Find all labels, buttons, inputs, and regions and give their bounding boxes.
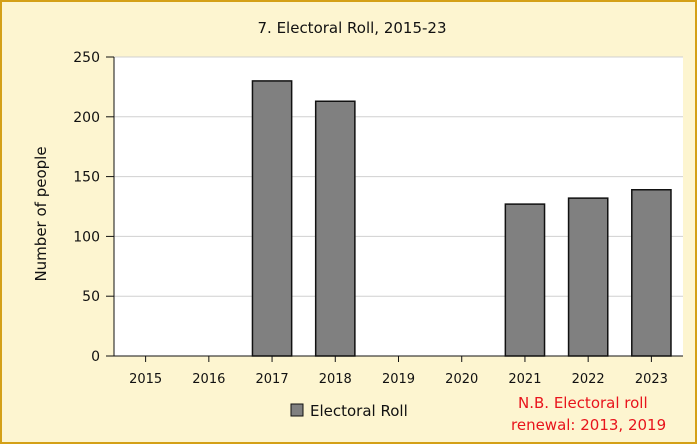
x-tick-label: 2023 [635, 372, 668, 387]
annotation-line-1: N.B. Electoral roll [518, 394, 648, 412]
y-tick-label: 250 [73, 50, 100, 66]
x-tick-label: 2020 [445, 372, 478, 387]
x-tick-label: 2017 [256, 372, 289, 387]
y-axis-ticks: 0 50 100 150 200 250 [73, 50, 115, 365]
y-tick-label: 0 [91, 349, 100, 365]
bar-2023 [631, 189, 672, 357]
bar-2018 [314, 100, 356, 357]
x-tick-label: 2021 [508, 372, 541, 387]
x-tick-label: 2016 [192, 372, 225, 387]
y-tick-label: 100 [73, 229, 100, 245]
x-axis-ticks: 2015 2016 2017 2018 2019 2020 2021 2022 2023 [129, 356, 668, 387]
bar-2017 [251, 80, 293, 357]
annotation-line-2: renewal: 2013, 2019 [511, 416, 666, 434]
x-tick-label: 2015 [129, 372, 162, 387]
y-tick-label: 50 [82, 289, 100, 305]
x-tick-label: 2018 [319, 372, 352, 387]
y-tick-label: 150 [73, 170, 100, 186]
legend-label: Electoral Roll [310, 402, 408, 420]
legend: Electoral Roll [290, 402, 408, 420]
bar-2021 [504, 203, 546, 357]
y-tick-label: 200 [73, 110, 100, 126]
bars [251, 80, 672, 357]
annotation: N.B. Electoral roll renewal: 2013, 2019 [511, 394, 666, 434]
chart-title: 7. Electoral Roll, 2015-23 [257, 19, 446, 37]
x-tick-label: 2019 [382, 372, 415, 387]
bar-2022 [567, 197, 609, 357]
y-axis-label: Number of people [32, 146, 50, 281]
x-tick-label: 2022 [572, 372, 605, 387]
legend-swatch [290, 403, 304, 417]
